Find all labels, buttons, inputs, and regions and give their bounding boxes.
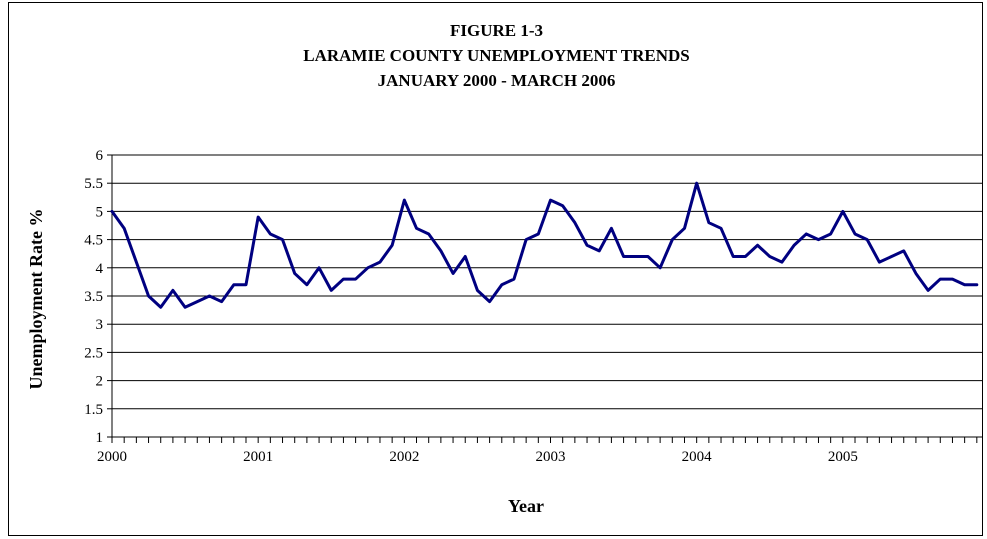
chart-title-line-3: JANUARY 2000 - MARCH 2006 (377, 71, 616, 90)
y-tick-label: 1 (96, 430, 104, 446)
x-tick-label: 2005 (828, 449, 858, 465)
chart-frame: FIGURE 1-3 LARAMIE COUNTY UNEMPLOYMENT T… (8, 2, 983, 536)
x-tick-labels: 2000 2001 2002 2003 2004 2005 (97, 449, 858, 465)
x-tick-label: 2003 (536, 449, 566, 465)
series-line (110, 181, 979, 309)
x-tick-label: 2001 (243, 449, 273, 465)
x-axis-title: Year (508, 496, 544, 516)
chart-title-line-2: LARAMIE COUNTY UNEMPLOYMENT TRENDS (303, 46, 690, 65)
y-axis-title: Unemployment Rate % (26, 209, 46, 390)
y-tick-label: 6 (96, 148, 104, 164)
x-tick-label: 2002 (389, 449, 419, 465)
y-tick-label: 3 (96, 317, 104, 333)
gridlines (112, 154, 982, 410)
x-tick-label: 2000 (97, 449, 127, 465)
y-tick-label: 4.5 (84, 233, 103, 249)
y-tick-label: 1.5 (84, 402, 103, 418)
line-chart: 11.522.533.544.555.56 2000 2001 2002 2003 20… (26, 148, 982, 516)
axes (107, 154, 982, 443)
y-tick-label: 2.5 (84, 345, 103, 361)
y-tick-label: 4 (96, 261, 104, 277)
y-tick-label: 5.5 (84, 176, 103, 192)
series-layer (110, 181, 979, 309)
y-tick-label: 3.5 (84, 289, 103, 305)
chart-title-line-1: FIGURE 1-3 (449, 21, 544, 40)
y-tick-label: 2 (96, 374, 104, 390)
y-tick-labels: 1 1.5 2 2.5 3 3.5 4 4.5 5 5.5 6 (84, 148, 103, 446)
y-tick-label: 5 (96, 204, 104, 220)
x-tick-label: 2004 (682, 449, 713, 465)
